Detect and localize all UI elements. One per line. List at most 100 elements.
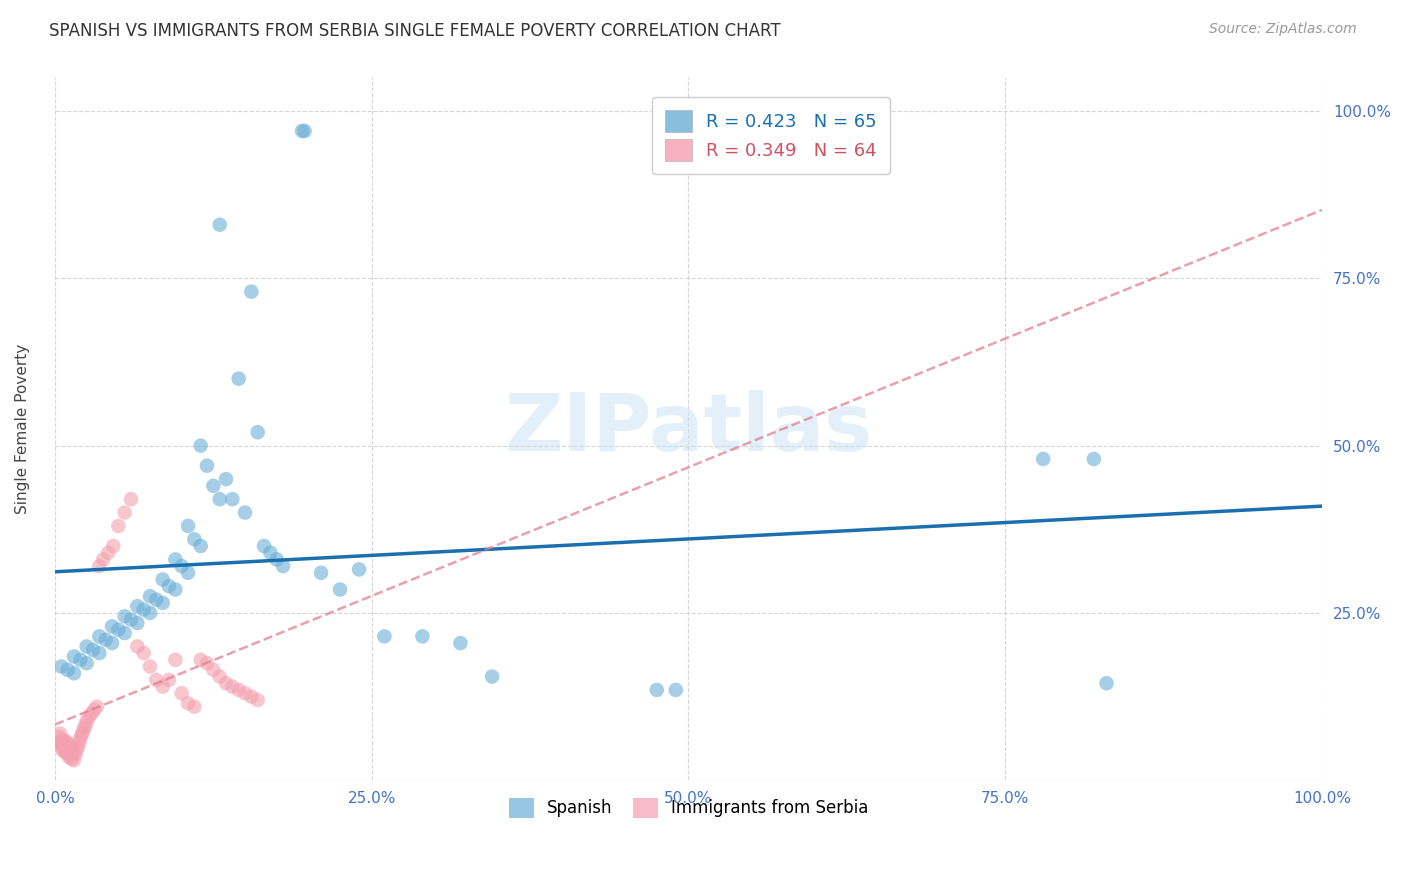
Point [373,629,395,643]
Text: ZIPatlas: ZIPatlas [505,390,873,468]
Point [103,539,125,553]
Point [183,699,205,714]
Point [202,663,225,677]
Point [114,506,136,520]
Point [208,492,231,507]
Point [66,739,89,754]
Point [132,646,155,660]
Point [62,745,84,759]
Point [309,566,332,580]
Point [271,559,294,574]
Point [89,646,111,660]
Point [266,552,288,566]
Point [190,653,212,667]
Point [58,750,80,764]
Point [52,741,75,756]
Point [72,725,94,739]
Point [51,659,73,673]
Point [55,743,77,757]
Point [91,552,114,566]
Point [152,680,174,694]
Point [107,519,129,533]
Point [208,218,231,232]
Point [240,285,263,299]
Point [152,573,174,587]
Point [127,599,149,614]
Point [1032,452,1054,467]
Point [114,609,136,624]
Point [139,589,162,603]
Point [63,753,86,767]
Point [165,552,187,566]
Point [49,737,72,751]
Point [132,602,155,616]
Point [76,640,98,654]
Point [80,706,103,721]
Point [65,747,87,762]
Point [52,733,75,747]
Point [65,744,87,758]
Point [177,566,200,580]
Point [208,669,231,683]
Point [86,699,108,714]
Point [53,745,76,759]
Point [215,472,238,486]
Point [60,741,83,756]
Point [82,642,104,657]
Point [228,682,250,697]
Point [291,124,314,138]
Point [114,626,136,640]
Point [246,693,269,707]
Point [77,709,100,723]
Point [59,739,82,754]
Point [52,737,75,751]
Point [83,703,105,717]
Point [127,640,149,654]
Point [481,669,503,683]
Point [253,539,276,553]
Legend: Spanish, Immigrants from Serbia: Spanish, Immigrants from Serbia [502,791,875,825]
Point [183,533,205,547]
Point [165,582,187,597]
Point [89,559,111,574]
Point [1083,452,1105,467]
Text: Source: ZipAtlas.com: Source: ZipAtlas.com [1209,22,1357,37]
Point [89,629,111,643]
Point [177,519,200,533]
Point [259,546,281,560]
Point [152,596,174,610]
Point [190,539,212,553]
Y-axis label: Single Female Poverty: Single Female Poverty [15,343,30,514]
Point [51,739,73,754]
Point [107,623,129,637]
Point [665,682,688,697]
Point [294,124,316,138]
Point [120,613,142,627]
Point [94,632,117,647]
Text: SPANISH VS IMMIGRANTS FROM SERBIA SINGLE FEMALE POVERTY CORRELATION CHART: SPANISH VS IMMIGRANTS FROM SERBIA SINGLE… [49,22,780,40]
Point [228,372,250,386]
Point [101,619,124,633]
Point [139,659,162,673]
Point [51,733,73,747]
Point [60,752,83,766]
Point [56,747,79,761]
Point [215,676,238,690]
Point [202,479,225,493]
Point [73,721,96,735]
Point [411,629,433,643]
Point [49,726,72,740]
Point [165,653,187,667]
Point [195,656,218,670]
Point [56,663,79,677]
Point [177,696,200,710]
Point [157,579,180,593]
Point [170,686,193,700]
Point [63,666,86,681]
Point [120,492,142,507]
Point [246,425,269,440]
Point [55,734,77,748]
Point [76,714,98,729]
Point [233,506,256,520]
Point [63,649,86,664]
